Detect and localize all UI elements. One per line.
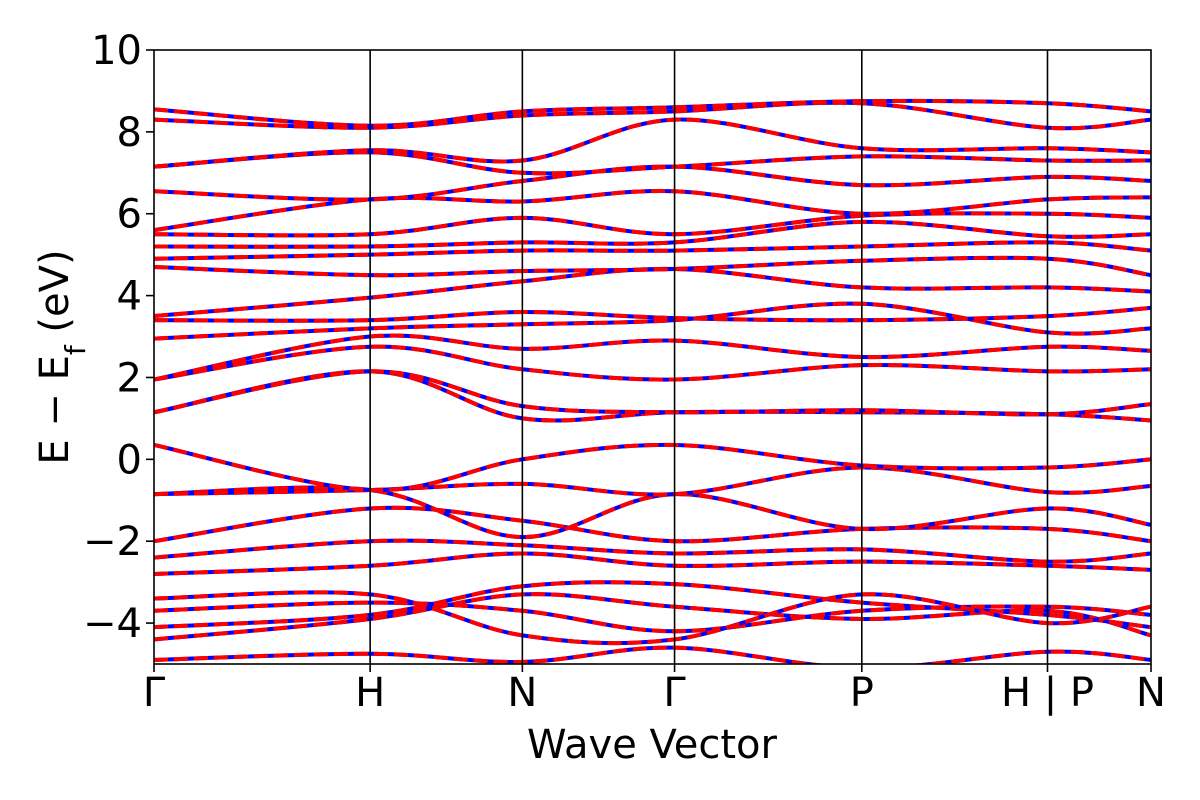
band-line-10-base <box>154 442 1151 493</box>
plot-frame <box>153 49 1152 665</box>
x-tick-label: Γ <box>663 670 686 716</box>
band-line-23-overlay <box>154 164 1151 202</box>
y-tick-label: 10 <box>91 28 142 74</box>
band-line-17-overlay <box>154 266 1151 319</box>
y-tick-label: 6 <box>117 192 142 238</box>
y-axis-label-unit: (eV) <box>32 249 78 345</box>
y-axis-label-main: E − E <box>32 355 78 465</box>
x-tick-label: P <box>850 670 874 716</box>
y-axis-ticks: −4 −2 0 2 4 6 8 10 <box>83 28 154 647</box>
x-axis-ticks: Γ H N Γ P H | P N <box>143 664 1166 716</box>
band-line-4-overlay <box>154 590 1151 646</box>
band-lines <box>154 98 1151 664</box>
band-line-14-overlay <box>154 333 1151 382</box>
band-line-13-overlay <box>154 344 1151 382</box>
x-tick-label: Γ <box>143 670 166 716</box>
y-tick-label: 8 <box>117 110 142 156</box>
x-tick-label: H <box>355 670 385 716</box>
x-axis-label: Wave Vector <box>527 722 778 768</box>
band-line-0-overlay <box>154 645 1151 664</box>
band-line-23-base <box>154 164 1151 202</box>
y-tick-label: −2 <box>83 519 142 565</box>
x-tick-label: N <box>1136 670 1166 716</box>
x-tick-label: N <box>507 670 537 716</box>
y-axis-label-subscript: f <box>59 344 92 355</box>
x-tick-label: H | P <box>1001 670 1094 716</box>
kpoint-lines <box>369 50 1049 664</box>
band-line-17-base <box>154 266 1151 319</box>
y-tick-label: 4 <box>117 274 142 320</box>
y-axis-label: E − Ef (eV) <box>32 249 92 464</box>
band-line-0-base <box>154 645 1151 664</box>
y-tick-label: 0 <box>117 437 142 483</box>
y-tick-label: −4 <box>83 601 142 647</box>
band-line-18-overlay <box>154 255 1151 278</box>
y-tick-label: 2 <box>117 355 142 401</box>
